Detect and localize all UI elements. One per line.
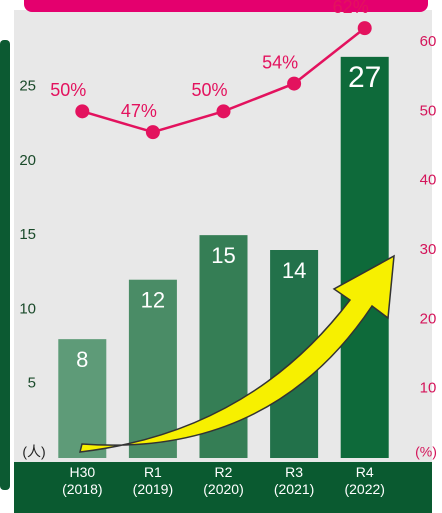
chart: 8 12 15 14 27 (人) (%) 5 10 15 20 25 10 20 30 40 50 60 5… bbox=[0, 0, 442, 513]
line-point bbox=[146, 125, 160, 139]
y2-tick-label: 40 bbox=[420, 172, 437, 189]
x-tick-label: R1 (2019) bbox=[118, 464, 188, 498]
bar-value-label: 14 bbox=[282, 258, 306, 283]
y2-tick-label: 30 bbox=[420, 241, 437, 258]
y2-tick-label: 50 bbox=[420, 102, 437, 119]
line-value-label: 54% bbox=[262, 52, 298, 72]
y2-unit: (%) bbox=[415, 444, 437, 460]
y-tick-label: 5 bbox=[28, 375, 36, 392]
line-point bbox=[75, 104, 89, 118]
y-tick-label: 10 bbox=[19, 300, 36, 317]
bar-value-label: 15 bbox=[211, 243, 235, 268]
y-unit: (人) bbox=[22, 444, 45, 460]
bar bbox=[341, 57, 389, 458]
y-tick-label: 25 bbox=[19, 78, 36, 95]
x-tick-label: R4 (2022) bbox=[330, 464, 400, 498]
line-value-label: 50% bbox=[50, 80, 86, 100]
bar-value-label: 27 bbox=[348, 61, 381, 94]
x-tick-label: H30 (2018) bbox=[47, 464, 117, 498]
line-value-label: 50% bbox=[191, 80, 227, 100]
line-point bbox=[358, 21, 372, 35]
chart-page: 8 12 15 14 27 (人) (%) 5 10 15 20 25 10 20 30 40 50 60 5… bbox=[0, 0, 442, 513]
y-tick-label: 15 bbox=[19, 226, 36, 243]
line-value-label: 62% bbox=[333, 0, 369, 17]
y2-tick-label: 20 bbox=[420, 310, 437, 327]
line-point bbox=[217, 104, 231, 118]
line-value-label: 47% bbox=[121, 101, 157, 121]
y2-tick-label: 60 bbox=[420, 33, 437, 50]
side-strip bbox=[0, 40, 10, 490]
bar-value-label: 8 bbox=[76, 347, 88, 372]
y2-tick-label: 10 bbox=[420, 380, 437, 397]
line-point bbox=[287, 77, 301, 91]
x-tick-label: R3 (2021) bbox=[259, 464, 329, 498]
x-tick-label: R2 (2020) bbox=[189, 464, 259, 498]
y-tick-label: 20 bbox=[19, 152, 36, 169]
bar-value-label: 12 bbox=[141, 288, 165, 313]
